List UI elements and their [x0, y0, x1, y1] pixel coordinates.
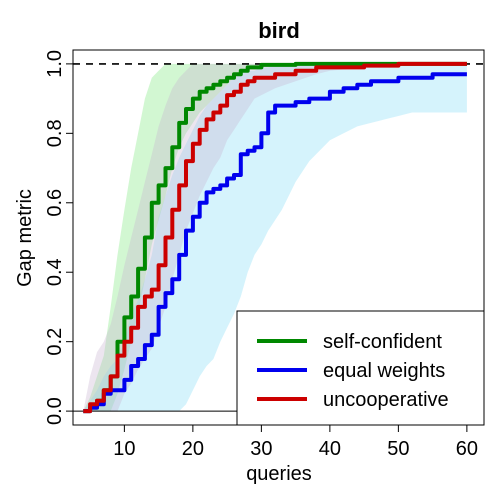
x-tick-label: 20: [182, 438, 204, 460]
x-axis: 10 20 30 40 50 60: [113, 425, 478, 460]
series-line-equal-weights: [83, 72, 467, 414]
band-equal-weights: [83, 63, 467, 412]
x-axis-label: queries: [246, 463, 312, 485]
band-uncooperative: [83, 63, 467, 412]
y-tick-label: 0.2: [44, 328, 66, 356]
y-tick-label: 0.4: [44, 258, 66, 286]
legend-label-uncooperative: uncooperative: [323, 389, 449, 411]
x-tick-label: 40: [319, 438, 341, 460]
series-line-uncooperative: [83, 61, 467, 414]
chart-title: bird: [258, 18, 300, 43]
y-axis: 0.0 0.2 0.4 0.6 0.8 1.0: [44, 50, 73, 425]
legend-label-self-confident: self-confident: [323, 331, 442, 353]
y-axis-label: Gap metric: [14, 189, 36, 287]
y-tick-label: 0.0: [44, 397, 66, 425]
series-lines: [83, 61, 467, 414]
y-tick-label: 0.6: [44, 189, 66, 217]
legend: self-confident equal weights uncooperative: [236, 310, 485, 426]
band-self-confident: [83, 63, 467, 412]
x-tick-label: 10: [113, 438, 135, 460]
confidence-bands: [83, 63, 467, 412]
x-tick-label: 50: [387, 438, 409, 460]
legend-label-equal-weights: equal weights: [323, 360, 445, 382]
x-tick-label: 30: [250, 438, 272, 460]
x-tick-label: 60: [456, 438, 478, 460]
y-tick-label: 0.8: [44, 119, 66, 147]
y-tick-label: 1.0: [44, 50, 66, 78]
